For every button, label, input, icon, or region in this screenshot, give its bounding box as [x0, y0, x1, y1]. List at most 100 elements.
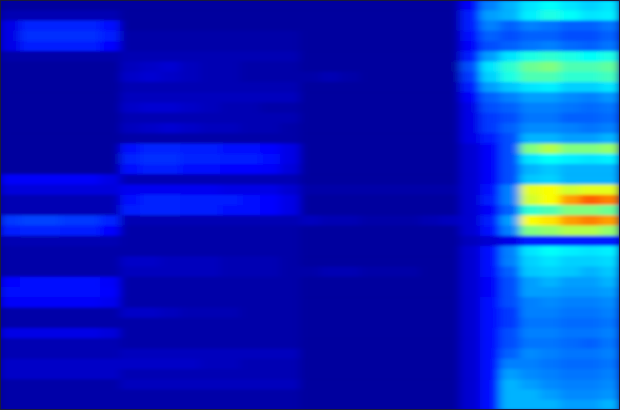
heatmap-cell — [60, 21, 81, 32]
heatmap-cell — [240, 256, 261, 267]
heatmap-cell — [360, 185, 381, 196]
heatmap-cell — [60, 0, 81, 11]
heatmap-cell — [300, 308, 321, 319]
heatmap-cell — [180, 144, 201, 155]
heatmap-cell — [100, 287, 121, 298]
heatmap-cell — [520, 41, 541, 52]
heatmap-cell — [480, 369, 501, 380]
heatmap-cell — [480, 246, 501, 257]
heatmap-cell — [160, 256, 181, 267]
heatmap-cell — [240, 51, 261, 62]
heatmap-cell — [320, 144, 341, 155]
heatmap-cell — [160, 359, 181, 370]
heatmap-cell — [260, 297, 281, 308]
heatmap-cell — [180, 0, 201, 11]
heatmap-cell — [160, 10, 181, 21]
heatmap-cell — [600, 164, 620, 175]
heatmap-cell — [60, 103, 81, 114]
heatmap-cell — [120, 369, 141, 380]
heatmap-cell — [400, 349, 421, 360]
heatmap-cell — [180, 277, 201, 288]
heatmap-cell — [200, 103, 221, 114]
heatmap-cell — [600, 359, 620, 370]
heatmap-cell — [460, 174, 481, 185]
heatmap-cell — [320, 226, 341, 237]
heatmap-cell — [120, 205, 141, 216]
heatmap-cell — [500, 133, 521, 144]
heatmap-cell — [120, 113, 141, 124]
heatmap-cell — [240, 62, 261, 73]
heatmap-cell — [400, 287, 421, 298]
heatmap-cell — [80, 82, 101, 93]
heatmap-cell — [40, 154, 61, 165]
heatmap-cell — [60, 195, 81, 206]
heatmap-cell — [260, 267, 281, 278]
heatmap-cell — [200, 0, 221, 11]
heatmap-cell — [40, 236, 61, 247]
heatmap-cell — [0, 256, 21, 267]
heatmap-cell — [160, 174, 181, 185]
heatmap-cell — [140, 287, 161, 298]
heatmap-cell — [140, 390, 161, 401]
heatmap-cell — [40, 308, 61, 319]
heatmap-cell — [100, 82, 121, 93]
heatmap-cell — [100, 318, 121, 329]
heatmap-cell — [220, 379, 241, 390]
heatmap-cell — [400, 277, 421, 288]
heatmap-cell — [580, 369, 601, 380]
heatmap-cell — [500, 195, 521, 206]
heatmap-cell — [120, 390, 141, 401]
heatmap-cell — [400, 133, 421, 144]
heatmap-cell — [200, 10, 221, 21]
heatmap-cell — [260, 369, 281, 380]
heatmap-cell — [100, 338, 121, 349]
heatmap-cell — [60, 215, 81, 226]
heatmap-cell — [100, 185, 121, 196]
heatmap-cell — [440, 72, 461, 83]
heatmap-cell — [540, 154, 561, 165]
heatmap-cell — [160, 41, 181, 52]
heatmap-cell — [520, 400, 541, 410]
heatmap-cell — [20, 369, 41, 380]
heatmap-cell — [40, 400, 61, 410]
heatmap-cell — [540, 72, 561, 83]
heatmap-cell — [460, 400, 481, 410]
heatmap-cell — [560, 359, 581, 370]
heatmap-cell — [220, 195, 241, 206]
heatmap-cell — [360, 0, 381, 11]
heatmap-cell — [420, 133, 441, 144]
heatmap-cell — [440, 338, 461, 349]
heatmap-cell — [160, 318, 181, 329]
heatmap-cell — [300, 72, 321, 83]
heatmap-cell — [500, 82, 521, 93]
heatmap-cell — [260, 154, 281, 165]
heatmap-cell — [20, 133, 41, 144]
heatmap-cell — [140, 338, 161, 349]
heatmap-cell — [520, 133, 541, 144]
heatmap-cell — [500, 51, 521, 62]
heatmap-cell — [280, 287, 301, 298]
heatmap-cell — [200, 123, 221, 134]
heatmap-cell — [520, 174, 541, 185]
heatmap-cell — [220, 400, 241, 410]
heatmap-cell — [280, 297, 301, 308]
heatmap-cell — [100, 21, 121, 32]
heatmap-cell — [280, 133, 301, 144]
heatmap-cell — [340, 103, 361, 114]
heatmap-cell — [320, 277, 341, 288]
heatmap-cell — [100, 267, 121, 278]
heatmap-cell — [400, 31, 421, 42]
heatmap-cell — [280, 205, 301, 216]
heatmap-cell — [600, 62, 620, 73]
heatmap-cell — [20, 154, 41, 165]
heatmap-cell — [140, 236, 161, 247]
heatmap-cell — [540, 246, 561, 257]
heatmap-cell — [180, 113, 201, 124]
heatmap-cell — [40, 379, 61, 390]
heatmap-cell — [80, 133, 101, 144]
heatmap-cell — [20, 62, 41, 73]
heatmap-cell — [240, 164, 261, 175]
heatmap-cell — [540, 328, 561, 339]
heatmap-cell — [40, 226, 61, 237]
heatmap-cell — [340, 113, 361, 124]
